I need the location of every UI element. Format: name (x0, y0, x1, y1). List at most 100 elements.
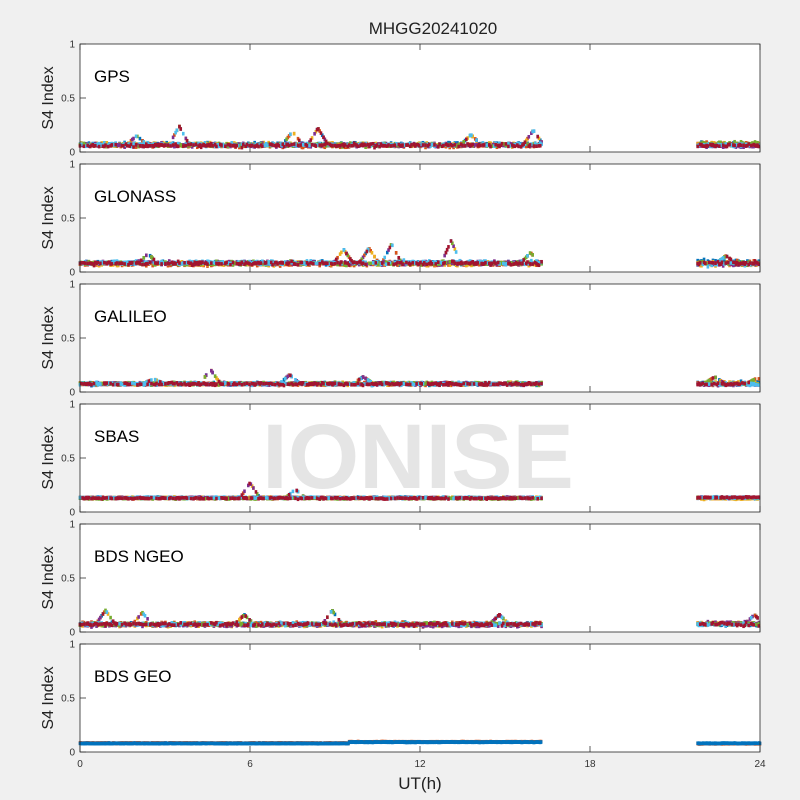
data-point (278, 264, 282, 268)
data-point (187, 142, 190, 147)
data-point (313, 131, 316, 136)
data-point (178, 261, 181, 265)
data-point (148, 143, 152, 148)
data-point (444, 250, 448, 255)
data-point (739, 143, 743, 148)
data-point (530, 258, 533, 263)
data-point (451, 241, 454, 246)
panel-label: GLONASS (94, 187, 176, 206)
data-point (718, 144, 721, 148)
data-point (383, 255, 387, 260)
data-point (185, 138, 189, 143)
data-point (152, 144, 156, 149)
data-point (411, 261, 415, 265)
data-point (533, 142, 537, 146)
y-tick-label: 0.5 (61, 94, 75, 105)
data-point (394, 251, 398, 255)
data-point (215, 144, 218, 149)
data-point (176, 141, 180, 146)
data-point (382, 258, 385, 262)
data-point (224, 144, 227, 149)
data-point (369, 261, 372, 266)
data-point (323, 142, 327, 147)
data-point (342, 248, 346, 252)
data-point (461, 144, 464, 148)
data-point (296, 263, 300, 267)
data-point (471, 142, 474, 147)
data-point (166, 143, 170, 147)
data-point (83, 261, 87, 265)
data-point (484, 260, 487, 265)
data-point (352, 260, 356, 265)
data-point (537, 263, 541, 268)
data-point (175, 128, 179, 133)
data-point (189, 261, 193, 265)
data-point (323, 137, 327, 142)
data-point (436, 145, 440, 149)
data-point (318, 261, 321, 266)
data-point (385, 250, 389, 255)
data-point (138, 143, 142, 148)
data-point (436, 260, 440, 265)
data-point (217, 261, 221, 266)
data-point (141, 262, 144, 267)
data-point (331, 143, 334, 148)
data-point (138, 262, 142, 266)
data-point (314, 144, 318, 148)
data-point (735, 260, 739, 265)
data-point (102, 260, 106, 265)
data-point (108, 260, 111, 264)
data-point (309, 138, 313, 142)
data-point (241, 142, 245, 147)
data-point (132, 136, 135, 141)
data-point (384, 262, 388, 267)
data-point (174, 130, 177, 135)
data-point (94, 143, 97, 148)
data-point (479, 143, 482, 148)
data-point (318, 143, 321, 147)
y-tick-label: 0 (69, 388, 75, 399)
data-point (438, 262, 441, 267)
data-point (86, 261, 89, 266)
data-point (710, 263, 713, 268)
data-point (269, 260, 273, 265)
data-point (305, 143, 309, 148)
data-point (309, 261, 313, 265)
data-point (465, 137, 468, 142)
data-point (115, 259, 119, 263)
data-point (482, 143, 486, 147)
data-point (364, 376, 367, 381)
data-point (97, 141, 101, 146)
data-point (204, 373, 208, 377)
data-point (287, 143, 291, 148)
data-point (229, 143, 232, 148)
data-point (179, 127, 183, 131)
y-tick-label: 0.5 (61, 214, 75, 225)
data-point (536, 134, 540, 139)
data-point (115, 261, 119, 265)
data-point (527, 135, 531, 139)
data-point (310, 142, 314, 147)
data-point (286, 374, 290, 379)
data-point (443, 253, 446, 258)
data-point (489, 144, 492, 149)
data-points (78, 124, 761, 150)
data-point (261, 144, 264, 148)
data-point (336, 255, 339, 260)
data-point (365, 249, 369, 254)
data-point (504, 142, 508, 146)
data-point (430, 262, 434, 266)
data-point (221, 259, 225, 264)
data-point (294, 262, 297, 267)
data-point (392, 262, 395, 267)
data-point (733, 139, 736, 144)
data-point (698, 260, 702, 265)
data-point (290, 142, 293, 147)
data-point (387, 262, 390, 266)
data-point (714, 258, 717, 263)
data-point (719, 262, 722, 267)
data-point (340, 260, 343, 264)
data-point (461, 261, 464, 266)
data-point (346, 253, 350, 258)
data-point (716, 260, 720, 264)
